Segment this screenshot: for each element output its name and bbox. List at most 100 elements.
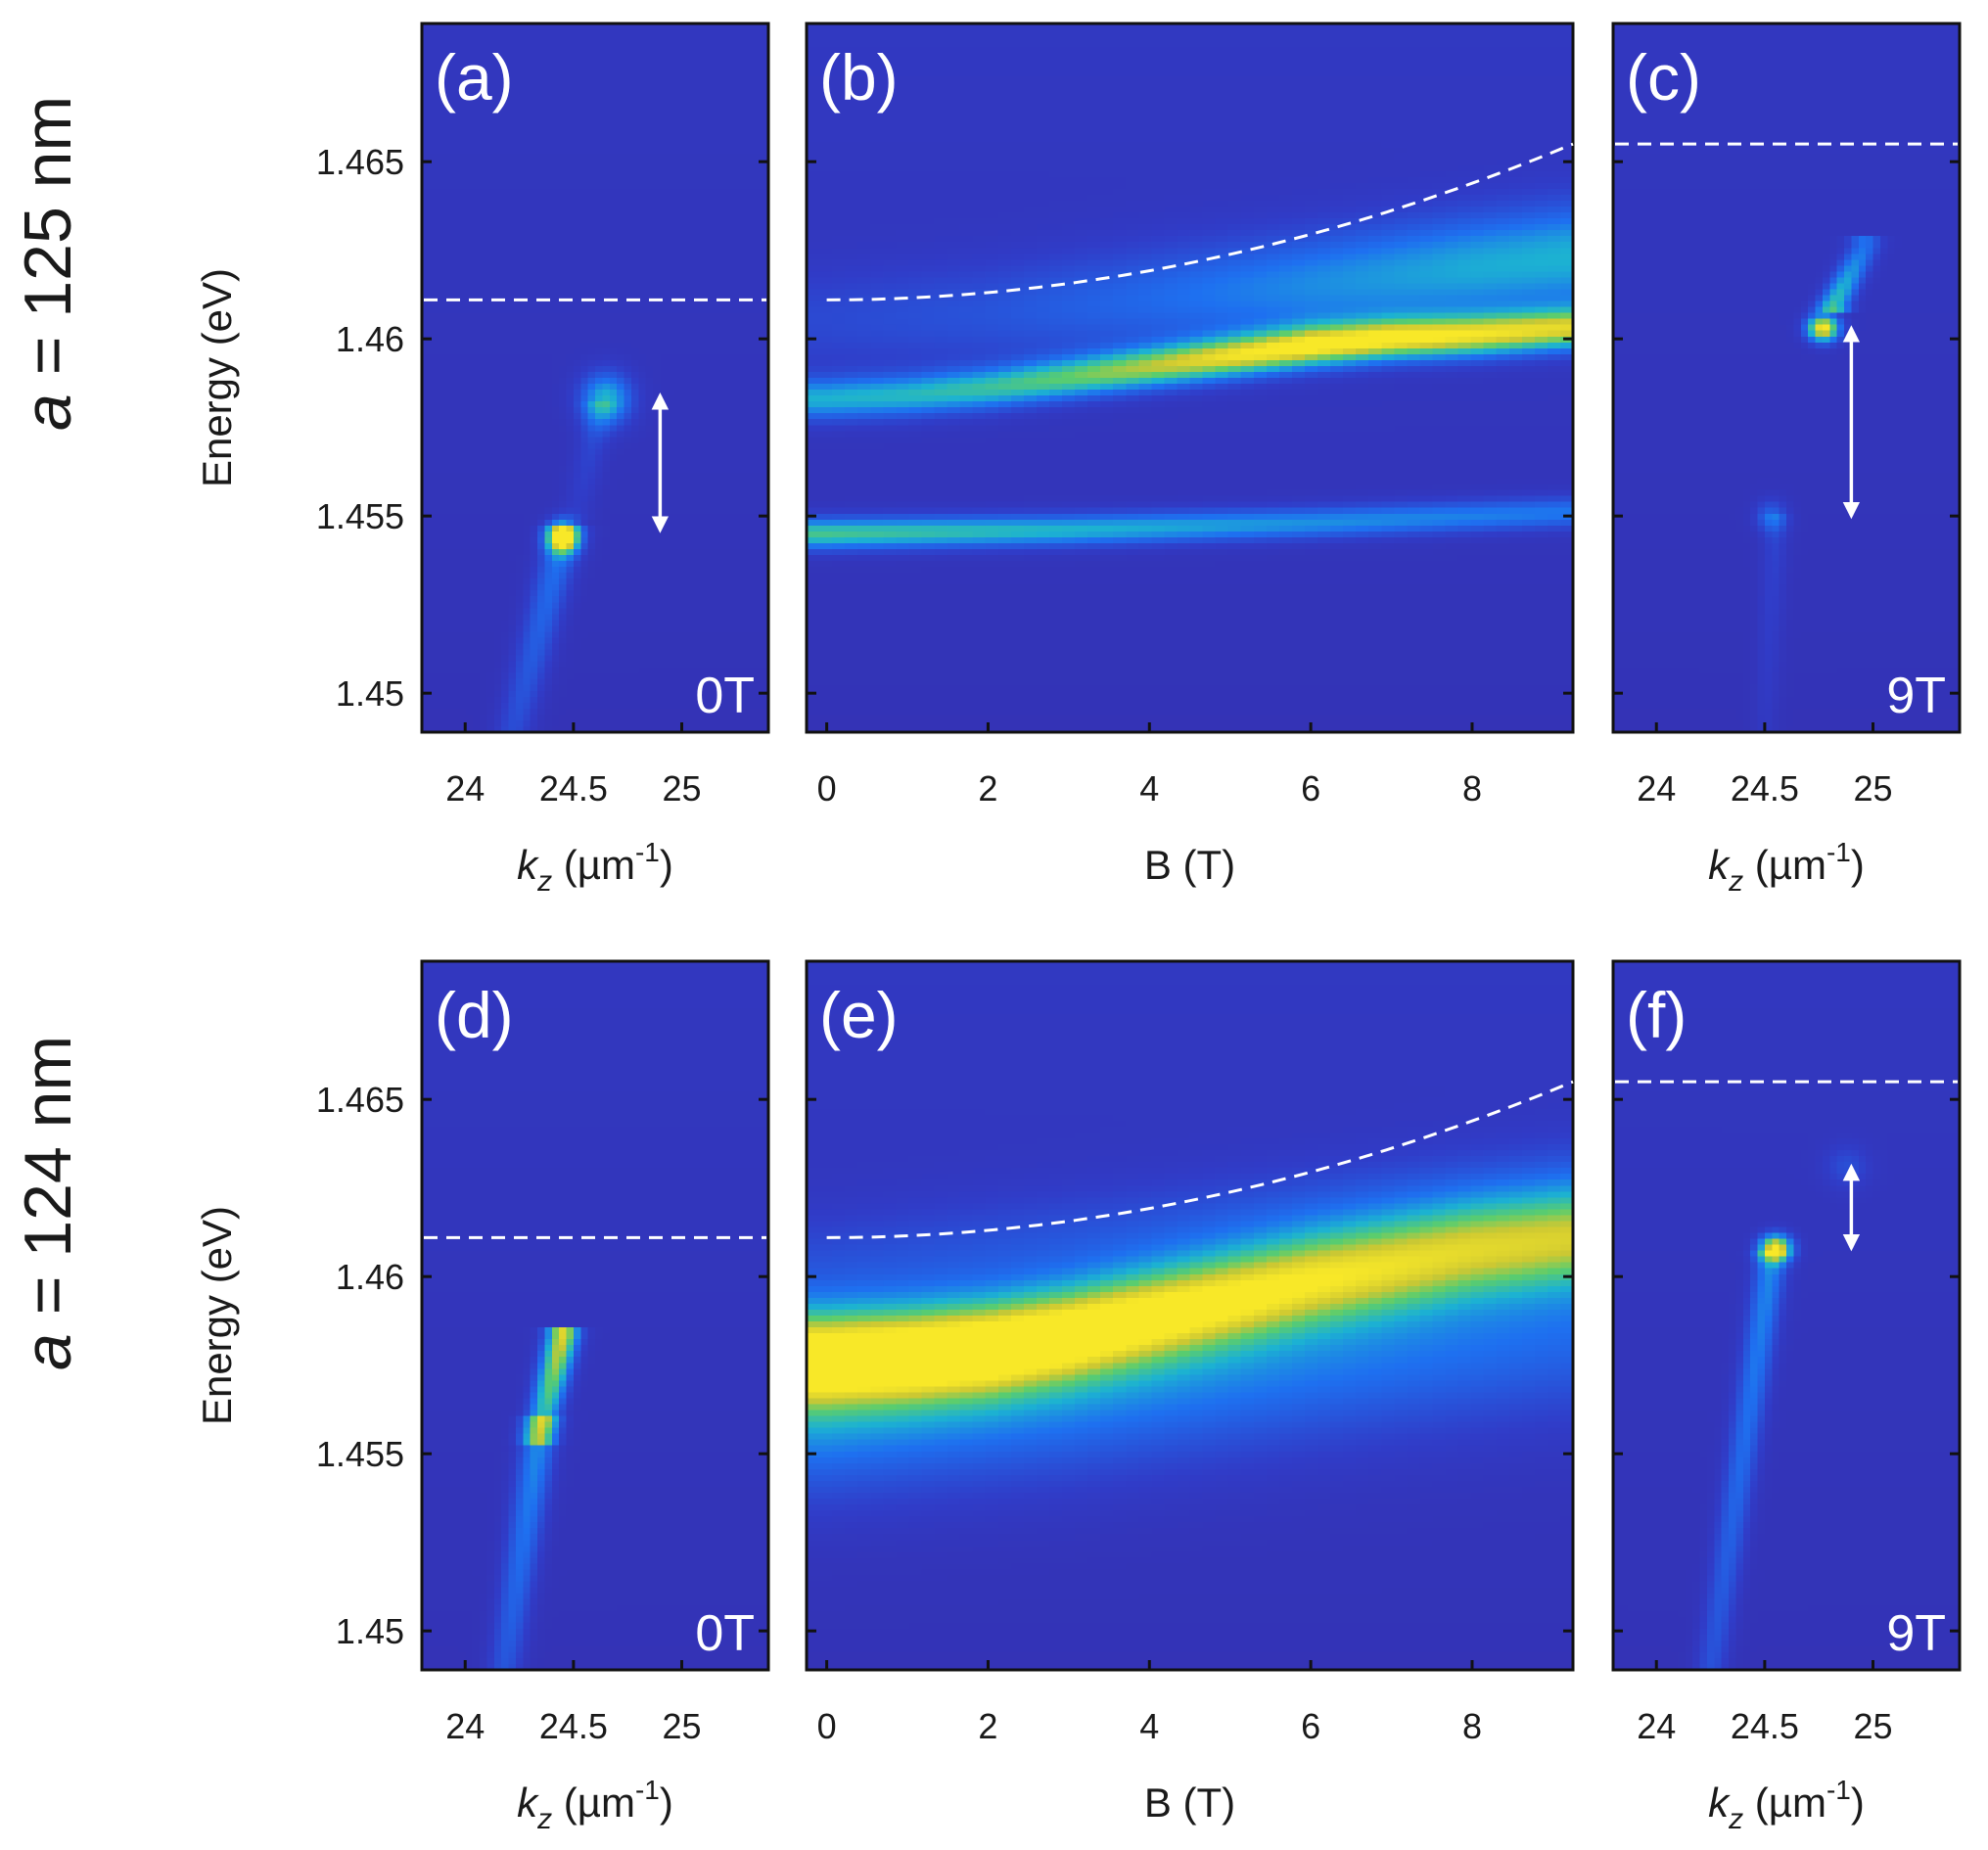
heatmap-cell (501, 164, 510, 172)
heatmap-cell (436, 555, 444, 562)
heatmap-cell (544, 620, 553, 626)
heatmap-cell (515, 395, 524, 402)
heatmap-cell (450, 431, 459, 438)
heatmap-cell (486, 519, 495, 527)
heatmap-cell (429, 725, 438, 733)
heatmap-cell (436, 301, 444, 308)
heatmap-cell (551, 207, 560, 213)
heatmap-cell (537, 176, 545, 184)
heatmap-cell (667, 608, 675, 615)
heatmap-cell (624, 578, 632, 585)
heatmap-cell (480, 478, 487, 486)
heatmap-cell (681, 620, 690, 626)
heatmap-cell (609, 318, 618, 326)
heatmap-cell (617, 584, 625, 591)
heatmap-cell (703, 194, 712, 202)
heatmap-cell (457, 271, 466, 279)
heatmap-cell (653, 188, 661, 196)
heatmap-cell (617, 295, 625, 302)
heatmap-cell (660, 176, 669, 184)
heatmap-cell (609, 283, 618, 291)
heatmap-cell (617, 649, 625, 657)
heatmap-cell (457, 590, 466, 597)
heatmap-cell (537, 76, 545, 83)
heatmap-cell (638, 655, 647, 663)
heatmap-cell (566, 141, 575, 149)
heatmap-cell (544, 271, 553, 279)
heatmap-cell (630, 413, 639, 420)
heatmap-cell (450, 289, 459, 297)
heatmap-cell (465, 466, 474, 474)
heatmap-cell (501, 207, 510, 213)
heatmap-cell (587, 212, 596, 219)
heatmap-cell (667, 484, 675, 491)
heatmap-cell (602, 672, 611, 680)
heatmap-cell (537, 365, 545, 373)
heatmap-cell (624, 254, 632, 260)
heatmap-cell (544, 384, 553, 391)
heatmap-cell (480, 212, 487, 219)
heatmap-cell (696, 661, 705, 669)
heatmap-cell (667, 661, 675, 669)
heatmap-cell (580, 725, 589, 733)
heatmap-cell (544, 637, 553, 645)
heatmap-cell (559, 608, 568, 615)
heatmap-cell (566, 188, 575, 196)
heatmap-cell (443, 277, 452, 285)
heatmap-cell (653, 590, 661, 597)
heatmap-cell (602, 59, 611, 66)
heatmap-cell (681, 696, 690, 704)
heatmap-cell (660, 201, 669, 208)
heatmap-cell (559, 672, 568, 680)
heatmap-cell (602, 371, 611, 379)
heatmap-cell (457, 53, 466, 60)
heatmap-cell (493, 525, 502, 532)
heatmap-cell (486, 254, 495, 260)
heatmap-cell (508, 283, 517, 291)
heatmap-cell (595, 342, 603, 349)
heatmap-cell (443, 76, 452, 83)
heatmap-cell (530, 484, 538, 491)
heatmap-cell (443, 637, 452, 645)
heatmap-cell (717, 384, 726, 391)
heatmap-cell (688, 94, 697, 102)
heatmap-cell (674, 531, 683, 538)
heatmap-cell (501, 542, 510, 550)
heatmap-cell (674, 47, 683, 54)
heatmap-cell (486, 230, 495, 237)
heatmap-cell (703, 690, 712, 698)
heatmap-cell (443, 59, 452, 66)
heatmap-cell (573, 702, 581, 710)
heatmap-cell (688, 59, 697, 66)
heatmap-cell (711, 289, 718, 297)
heatmap-cell (696, 289, 705, 297)
heatmap-cell (674, 117, 683, 125)
heatmap-cell (465, 542, 474, 550)
heatmap-cell (544, 365, 553, 373)
heatmap-cell (559, 431, 568, 438)
heatmap-cell (638, 725, 647, 733)
heatmap-cell (566, 47, 575, 54)
heatmap-cell (696, 35, 705, 42)
heatmap-cell (566, 614, 575, 621)
heatmap-cell (681, 531, 690, 538)
heatmap-cell (660, 35, 669, 42)
heatmap-cell (436, 573, 444, 579)
heatmap-cell (609, 584, 618, 591)
heatmap-cell (711, 631, 718, 639)
heatmap-cell (566, 347, 575, 355)
heatmap-cell (551, 112, 560, 119)
heatmap-cell (472, 271, 481, 279)
heatmap-cell (681, 306, 690, 314)
heatmap-cell (617, 271, 625, 279)
heatmap-cell (480, 201, 487, 208)
heatmap-cell (696, 347, 705, 355)
heatmap-cell (703, 384, 712, 391)
heatmap-cell (422, 188, 430, 196)
heatmap-cell (566, 53, 575, 60)
heatmap-cell (551, 661, 560, 669)
heatmap-cell (436, 336, 444, 344)
heatmap-cell (457, 359, 466, 367)
heatmap-cell (681, 384, 690, 391)
heatmap-cell (480, 513, 487, 521)
